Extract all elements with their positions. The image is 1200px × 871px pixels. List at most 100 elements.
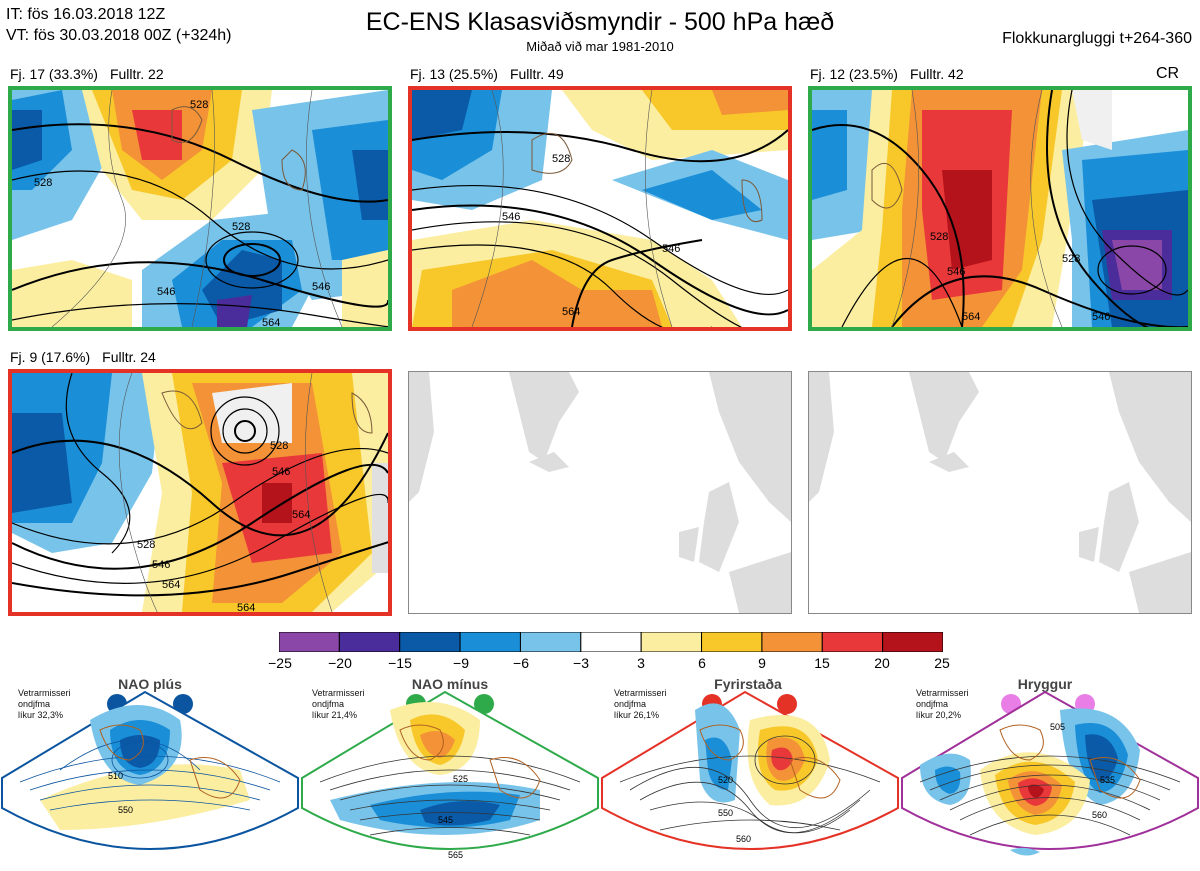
colorbar-segment bbox=[459, 632, 521, 652]
regime-title-nao-minus: NAO mínus bbox=[411, 676, 489, 692]
colorbar-label: −20 bbox=[328, 655, 352, 671]
valid-time: VT: fös 30.03.2018 00Z (+324h) bbox=[6, 27, 232, 44]
colorbar-segment bbox=[821, 632, 884, 652]
cluster-representative: Fulltr. 49 bbox=[509, 66, 564, 82]
colorbar-label: 3 bbox=[637, 655, 645, 671]
colorbar-label: 6 bbox=[698, 655, 706, 671]
colorbar-label: 15 bbox=[814, 655, 830, 671]
cluster-label-1: Fj. 17 (33.3%) Fulltr. 22 bbox=[10, 66, 164, 82]
cluster-count: Fj. 12 (23.5%) bbox=[810, 66, 898, 82]
regime-season: Vetrarmisseri bbox=[614, 688, 667, 698]
contour-label: 546 bbox=[662, 243, 680, 255]
colorbar-segment bbox=[519, 632, 582, 652]
cluster-map-3: 528 546 564 528 546 bbox=[808, 86, 1192, 331]
regime-contour-label: 545 bbox=[438, 815, 453, 825]
contour-label: 528 bbox=[137, 539, 155, 551]
colorbar-label: −3 bbox=[573, 655, 589, 671]
regime-map-fyrirstada: 520 550 560 bbox=[601, 690, 899, 850]
colorbar-segment bbox=[580, 632, 642, 652]
regime-title-fyrirstada: Fyrirstaða bbox=[714, 676, 782, 692]
contour-label: 564 bbox=[262, 317, 280, 327]
empty-map-5-svg bbox=[409, 372, 791, 613]
contour-label: 546 bbox=[272, 466, 290, 478]
cluster-map-2: 528 546 546 564 bbox=[408, 86, 792, 331]
regime-season: Vetrarmisseri bbox=[18, 688, 71, 698]
cluster-label-3: Fj. 12 (23.5%) Fulltr. 42 bbox=[810, 66, 964, 82]
cluster-count: Fj. 9 (17.6%) bbox=[10, 349, 91, 365]
regime-stat-fyrirstada: Vetrarmisseri ondjfma líkur 26,1% bbox=[614, 688, 667, 721]
header-dates: IT: fös 16.03.2018 12Z VT: fös 30.03.201… bbox=[6, 4, 231, 46]
cluster-representative: Fulltr. 22 bbox=[109, 66, 164, 82]
colorbar-segment bbox=[279, 632, 340, 652]
regime-contour-label: 565 bbox=[448, 850, 463, 860]
contour-label: 528 bbox=[930, 231, 948, 243]
cluster-map-2-svg: 528 546 546 564 bbox=[412, 90, 788, 327]
regime-probability: líkur 20,2% bbox=[916, 710, 962, 720]
contour-label: 546 bbox=[152, 559, 170, 571]
colorbar-label: −6 bbox=[513, 655, 529, 671]
regime-probability: líkur 32,3% bbox=[18, 710, 64, 720]
colorbar-label: −15 bbox=[388, 655, 412, 671]
cr-mark: CR bbox=[1156, 65, 1180, 82]
regime-dot bbox=[173, 694, 193, 714]
regime-contour-label: 525 bbox=[453, 774, 468, 784]
empty-map-6-svg bbox=[809, 372, 1191, 613]
regime-contour-label: 510 bbox=[108, 771, 123, 781]
contour-label: 546 bbox=[312, 281, 330, 293]
colorbar-label: 25 bbox=[934, 655, 950, 671]
regime-stat-nao-plus: Vetrarmisseri ondjfma líkur 32,3% bbox=[18, 688, 71, 721]
colorbar-segment bbox=[882, 632, 943, 652]
cluster-map-1: 528 528 528 546 546 564 bbox=[8, 86, 392, 331]
contour-label: 564 bbox=[162, 579, 180, 591]
contour-label: 564 bbox=[962, 311, 980, 323]
colorbar-label: 9 bbox=[758, 655, 766, 671]
contour-label: 546 bbox=[502, 211, 520, 223]
regime-contour-label: 560 bbox=[1092, 810, 1107, 820]
cluster-map-4: 528 546 564 564 546 564 528 bbox=[8, 369, 392, 616]
regime-probability: líkur 26,1% bbox=[614, 710, 660, 720]
regime-season: Vetrarmisseri bbox=[916, 688, 969, 698]
colorbar bbox=[279, 632, 943, 652]
regime-months: ondjfma bbox=[614, 699, 647, 709]
regime-probability: líkur 21,4% bbox=[312, 710, 358, 720]
regime-dot bbox=[474, 694, 494, 714]
regime-contour-label: 550 bbox=[118, 805, 133, 815]
cluster-representative: Fulltr. 24 bbox=[102, 349, 156, 365]
contour-label: 528 bbox=[552, 153, 570, 165]
contour-label: 546 bbox=[947, 266, 965, 278]
regime-dot bbox=[777, 694, 797, 714]
contour-label: 528 bbox=[270, 440, 288, 452]
regime-contour-label: 505 bbox=[1050, 722, 1065, 732]
regime-map-nao-plus: 510 550 bbox=[1, 690, 299, 850]
cluster-map-1-svg: 528 528 528 546 546 564 bbox=[12, 90, 388, 327]
page-subtitle: Miðað við mar 1981-2010 bbox=[526, 39, 674, 54]
colorbar-label: −9 bbox=[453, 655, 469, 671]
cluster-label-4: Fj. 9 (17.6%) Fulltr. 24 bbox=[10, 349, 156, 365]
empty-map-6 bbox=[808, 371, 1192, 614]
contour-label: 564 bbox=[237, 602, 255, 612]
contour-label: 564 bbox=[292, 509, 310, 521]
regime-stat-nao-minus: Vetrarmisseri ondjfma líkur 21,4% bbox=[312, 688, 365, 721]
cluster-label-2: Fj. 13 (25.5%) Fulltr. 49 bbox=[410, 66, 564, 82]
colorbar-segment bbox=[640, 632, 703, 652]
colorbar-segment bbox=[761, 632, 823, 652]
initial-time: IT: fös 16.03.2018 12Z bbox=[6, 6, 166, 23]
colorbar-segment bbox=[399, 632, 461, 652]
contour-label: 528 bbox=[34, 177, 52, 189]
regime-stat-hryggur: Vetrarmisseri ondjfma líkur 20,2% bbox=[916, 688, 969, 721]
regime-months: ondjfma bbox=[916, 699, 949, 709]
contour-label: 546 bbox=[157, 286, 175, 298]
regime-contour-label: 560 bbox=[736, 834, 751, 844]
empty-map-5 bbox=[408, 371, 792, 614]
cluster-map-3-svg: 528 546 564 528 546 bbox=[812, 90, 1188, 327]
colorbar-label: 20 bbox=[874, 655, 890, 671]
page-title: EC-ENS Klasasviðsmyndir - 500 hPa hæð bbox=[365, 8, 835, 36]
cluster-map-4-svg: 528 546 564 564 546 564 528 bbox=[12, 373, 388, 612]
regime-contour-label: 520 bbox=[718, 775, 733, 785]
classification-window: Flokkunargluggi t+264-360 bbox=[1002, 30, 1192, 47]
regime-months: ondjfma bbox=[312, 699, 345, 709]
contour-label: 564 bbox=[562, 306, 580, 318]
regime-contour-label: 535 bbox=[1100, 775, 1115, 785]
regime-title-nao-plus: NAO plús bbox=[118, 676, 182, 692]
contour-label: 528 bbox=[1062, 253, 1080, 265]
